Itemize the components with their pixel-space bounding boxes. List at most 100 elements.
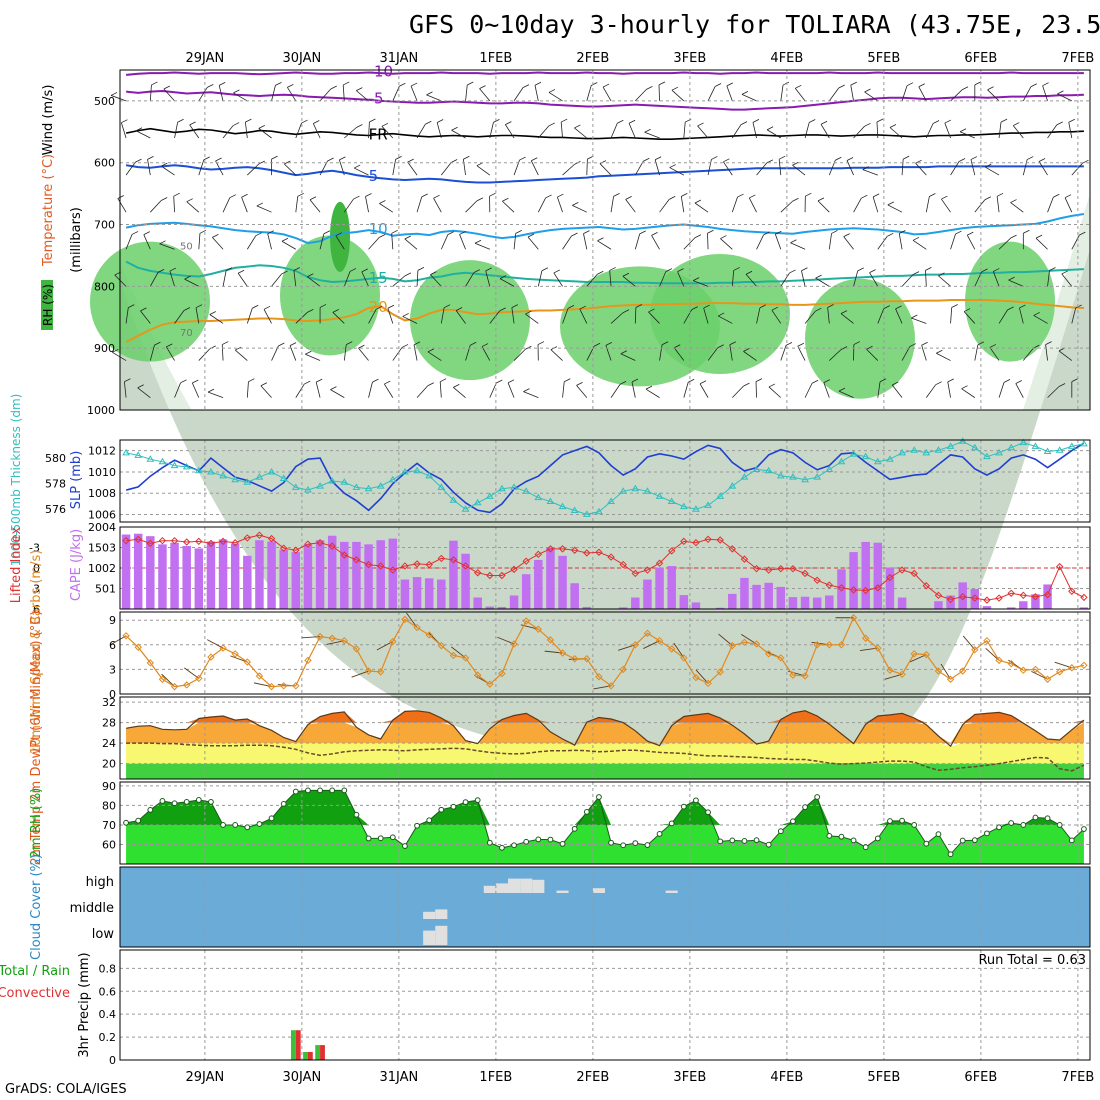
wind-barb-flag bbox=[846, 157, 854, 161]
cape-bar bbox=[291, 552, 301, 609]
wind-barb bbox=[752, 122, 757, 139]
li-marker bbox=[946, 595, 955, 604]
date-label-bottom: 1FEB bbox=[479, 1070, 512, 1085]
rh-marker bbox=[1081, 826, 1087, 832]
wind-barb bbox=[391, 233, 394, 250]
thickness-marker bbox=[122, 448, 130, 456]
surface-wind-barb bbox=[376, 641, 394, 651]
wind-barb-flag bbox=[909, 343, 916, 347]
wind-barb bbox=[489, 122, 494, 139]
wind-barb-flag bbox=[912, 236, 920, 241]
wind-barb-flag bbox=[361, 268, 368, 273]
surface-wind-barb bbox=[618, 644, 636, 651]
wind-barb-flag bbox=[961, 86, 969, 91]
wind-barb-flag bbox=[1057, 90, 1064, 95]
wind-speed-marker bbox=[1007, 659, 1015, 668]
wind-barb-flag bbox=[327, 157, 334, 162]
wind-barb bbox=[361, 271, 369, 287]
wind-barb-flag bbox=[622, 272, 630, 277]
wind-barb-flag bbox=[455, 307, 463, 311]
wind-barb-flag bbox=[815, 274, 822, 279]
wind-barb bbox=[295, 122, 302, 139]
wind-barb bbox=[731, 270, 735, 287]
wind-speed-marker bbox=[1080, 661, 1088, 670]
wind-speed-marker bbox=[813, 641, 821, 649]
wind-barb-flag bbox=[861, 194, 868, 199]
cloud-frame bbox=[119, 866, 1091, 948]
wind-barb bbox=[963, 311, 976, 324]
wind-barb-flag bbox=[135, 127, 143, 132]
thickness-marker bbox=[1019, 438, 1028, 446]
wind-barb bbox=[344, 127, 357, 139]
wind-speed-marker bbox=[413, 623, 421, 632]
rh-marker bbox=[329, 787, 336, 794]
wind-barb-flag bbox=[815, 307, 822, 312]
cloud-tier-label: middle bbox=[70, 901, 114, 916]
rh-marker bbox=[426, 817, 433, 824]
wind-barb-flag bbox=[567, 305, 575, 309]
rh-moist-cell bbox=[280, 235, 380, 356]
wind-barb bbox=[828, 233, 832, 250]
wind-barb-flag bbox=[433, 194, 440, 199]
wind-barb bbox=[648, 311, 660, 324]
wind-barb bbox=[1012, 125, 1024, 139]
wind-barb-flag bbox=[1030, 83, 1038, 88]
wind-barb-flag bbox=[1023, 229, 1030, 234]
wind-barb-flag bbox=[307, 308, 314, 313]
li-marker bbox=[570, 546, 579, 554]
wind-barb bbox=[305, 353, 321, 361]
thickness-marker bbox=[146, 455, 155, 462]
wind-barb-flag bbox=[718, 312, 725, 317]
wind-barb-flag bbox=[921, 341, 928, 346]
cape-bar bbox=[1031, 594, 1040, 609]
wind-barb-flag bbox=[421, 193, 428, 198]
rh-marker bbox=[620, 842, 627, 849]
slp-tick: 1006 bbox=[88, 509, 116, 522]
rh-marker bbox=[244, 824, 251, 831]
wind-barb bbox=[815, 277, 830, 287]
rh-marker bbox=[632, 840, 639, 847]
wind-barb bbox=[586, 85, 592, 102]
li-tick: -3 bbox=[29, 542, 40, 555]
wind-barb bbox=[804, 310, 816, 324]
wind-barb bbox=[222, 197, 231, 213]
cape-bar bbox=[643, 579, 652, 609]
wind-barb-flag bbox=[356, 124, 363, 128]
wind-barb bbox=[838, 390, 854, 399]
wind-barb-flag bbox=[671, 86, 679, 91]
wind-barb-flag bbox=[443, 304, 451, 309]
wind-barb bbox=[1022, 86, 1032, 102]
wind-barb-flag bbox=[711, 156, 718, 160]
wind-barb bbox=[950, 89, 963, 102]
li-marker bbox=[340, 551, 349, 559]
wind-barb-flag bbox=[1033, 344, 1040, 349]
wind-barb-flag bbox=[255, 232, 262, 237]
cape-bar bbox=[267, 541, 276, 609]
wind-barb-flag bbox=[379, 234, 386, 238]
li-marker bbox=[231, 539, 239, 547]
rh-legend-label: RH (%) bbox=[41, 284, 55, 326]
rh-marker bbox=[850, 837, 857, 844]
wind-barb bbox=[1042, 85, 1048, 102]
wind-barb-flag bbox=[404, 272, 412, 277]
wind-barb-flag bbox=[232, 122, 240, 126]
wind-barb-flag bbox=[222, 341, 229, 345]
li-marker bbox=[934, 591, 943, 600]
wind-barb bbox=[634, 161, 644, 176]
wind-barb-flag bbox=[1049, 267, 1056, 271]
wind-barb-flag bbox=[309, 196, 317, 201]
temp-tick: 20 bbox=[102, 758, 116, 771]
rh-marker bbox=[389, 834, 396, 841]
wind-barb-flag bbox=[479, 85, 486, 90]
wind-barb bbox=[174, 382, 181, 398]
cloud-axis-label: Cloud Cover (%) bbox=[29, 854, 44, 960]
wind-barb bbox=[853, 270, 859, 287]
thickness-marker bbox=[776, 471, 785, 479]
wind-barb bbox=[174, 122, 179, 139]
wind-axis-label: 10m Wind Speed & Barbs (m/s) bbox=[29, 550, 44, 755]
wind-barb-flag bbox=[281, 237, 289, 242]
wind-barb bbox=[729, 344, 733, 361]
rh-marker bbox=[208, 799, 214, 805]
wind-barb bbox=[748, 197, 757, 213]
surface-wind-barb bbox=[497, 636, 515, 645]
